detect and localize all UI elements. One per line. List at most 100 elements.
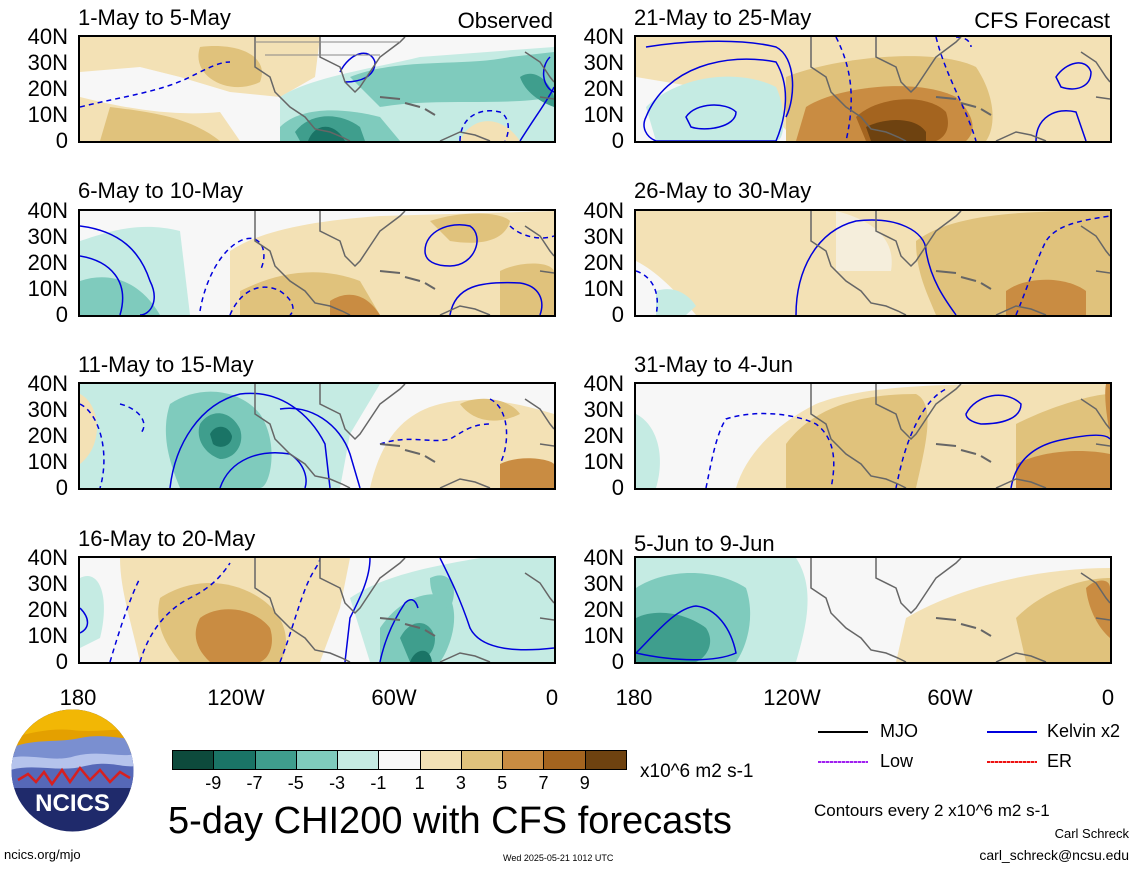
colorbar-tick-label: 7 xyxy=(538,773,549,793)
lat-label: 30N xyxy=(583,50,624,75)
lat-label: 40N xyxy=(583,371,624,396)
panel-title: 31-May to 4-Jun xyxy=(634,352,793,377)
map-panel-6 xyxy=(634,209,1112,317)
legend-label-kelvin: Kelvin x2 xyxy=(1047,721,1121,741)
main-title: 5-day CHI200 with CFS forecasts xyxy=(168,800,732,842)
legend-line-er xyxy=(987,761,1037,763)
map-panel-2 xyxy=(78,209,556,317)
colorbar-segment xyxy=(502,750,545,770)
legend-label-er: ER xyxy=(1047,751,1073,771)
ncics-logo: NCICS xyxy=(10,708,135,833)
lat-label: 20N xyxy=(27,76,68,101)
lon-label: 60W xyxy=(927,685,973,710)
colorbar-segment xyxy=(254,750,297,770)
lat-label: 30N xyxy=(27,50,68,75)
lat-label: 0 xyxy=(611,128,624,153)
author: Carl Schreck xyxy=(1054,826,1129,841)
contour-note: Contours every 2 x10^6 m2 s-1 xyxy=(814,801,1050,820)
lat-label: 30N xyxy=(27,571,68,596)
colorbar-tick-label: -5 xyxy=(287,773,304,793)
lon-label: 180 xyxy=(59,685,97,710)
map-panel-7 xyxy=(634,382,1112,490)
panel-note-observed: Observed xyxy=(457,8,553,33)
lat-label: 20N xyxy=(583,423,624,448)
colorbar-segment xyxy=(460,750,504,770)
legend-line-low xyxy=(818,761,868,763)
map-panel-4 xyxy=(78,556,556,664)
colorbar-tick-label: 5 xyxy=(497,773,508,793)
colorbar-segment xyxy=(584,750,627,770)
lat-label: 10N xyxy=(27,449,68,474)
lat-label: 40N xyxy=(27,198,68,223)
colorbar-tick-label: 3 xyxy=(455,773,466,793)
colorbar-tick-label: -7 xyxy=(246,773,263,793)
lat-label: 0 xyxy=(55,128,68,153)
colorbar xyxy=(172,750,627,770)
lat-label: 0 xyxy=(55,649,68,674)
timestamp: Wed 2025-05-21 1012 UTC xyxy=(503,853,614,863)
lon-label: 0 xyxy=(1101,685,1115,710)
lat-label: 40N xyxy=(27,371,68,396)
colorbar-segment xyxy=(337,750,380,770)
legend-label-low: Low xyxy=(880,751,914,771)
colorbar-segment xyxy=(543,750,586,770)
lat-label: 10N xyxy=(27,623,68,648)
colorbar-tick-label: 1 xyxy=(414,773,425,793)
panel-title: 6-May to 10-May xyxy=(78,178,244,203)
panel-title: 1-May to 5-May xyxy=(78,5,231,30)
map-panel-5 xyxy=(634,35,1112,143)
lon-label: 180 xyxy=(615,685,653,710)
lat-label: 10N xyxy=(27,102,68,127)
map-panel-1 xyxy=(78,35,556,143)
lat-label: 40N xyxy=(583,198,624,223)
lat-label: 40N xyxy=(27,24,68,49)
panel-title: 11-May to 15-May xyxy=(78,352,254,377)
lat-label: 20N xyxy=(27,250,68,275)
lon-label: 120W xyxy=(207,685,265,710)
site-link[interactable]: ncics.org/mjo xyxy=(4,847,81,862)
legend-line-kelvin xyxy=(987,731,1037,733)
lat-label: 20N xyxy=(27,423,68,448)
panel-title: 5-Jun to 9-Jun xyxy=(634,531,775,556)
lat-label: 10N xyxy=(583,449,624,474)
lat-label: 40N xyxy=(583,24,624,49)
lat-label: 0 xyxy=(611,302,624,327)
email: carl_schreck@ncsu.edu xyxy=(979,847,1129,863)
lat-label: 10N xyxy=(583,102,624,127)
lat-label: 20N xyxy=(27,597,68,622)
lat-label: 10N xyxy=(583,623,624,648)
colorbar-segment xyxy=(378,750,421,770)
panel-note-cfs-forecast: CFS Forecast xyxy=(974,8,1110,33)
lat-label: 40N xyxy=(583,545,624,570)
lat-label: 0 xyxy=(55,475,68,500)
colorbar-tick-label: 9 xyxy=(579,773,590,793)
lat-label: 0 xyxy=(611,649,624,674)
lat-label: 30N xyxy=(583,397,624,422)
lat-label: 10N xyxy=(27,276,68,301)
map-panel-8 xyxy=(634,556,1112,664)
lat-label: 0 xyxy=(611,475,624,500)
lat-label: 10N xyxy=(583,276,624,301)
lat-label: 30N xyxy=(583,224,624,249)
colorbar-units: x10^6 m2 s-1 xyxy=(640,761,754,782)
colorbar-segment xyxy=(419,750,462,770)
lon-label: 0 xyxy=(545,685,559,710)
lon-label: 120W xyxy=(763,685,821,710)
lat-label: 30N xyxy=(27,224,68,249)
colorbar-tick-label: -1 xyxy=(370,773,387,793)
lat-label: 30N xyxy=(583,571,624,596)
colorbar-segment xyxy=(295,750,339,770)
lon-label: 60W xyxy=(371,685,417,710)
legend-label-mjo: MJO xyxy=(880,721,918,741)
panel-title: 26-May to 30-May xyxy=(634,178,812,203)
panel-title: 16-May to 20-May xyxy=(78,526,256,551)
colorbar-tick-label: -3 xyxy=(329,773,346,793)
lat-label: 20N xyxy=(583,76,624,101)
lat-label: 20N xyxy=(583,250,624,275)
logo-text: NCICS xyxy=(35,790,110,817)
colorbar-segment xyxy=(213,750,256,770)
map-panel-3 xyxy=(78,382,556,490)
lat-label: 40N xyxy=(27,545,68,570)
panel-title: 21-May to 25-May xyxy=(634,5,812,30)
legend-line-mjo xyxy=(818,731,868,733)
